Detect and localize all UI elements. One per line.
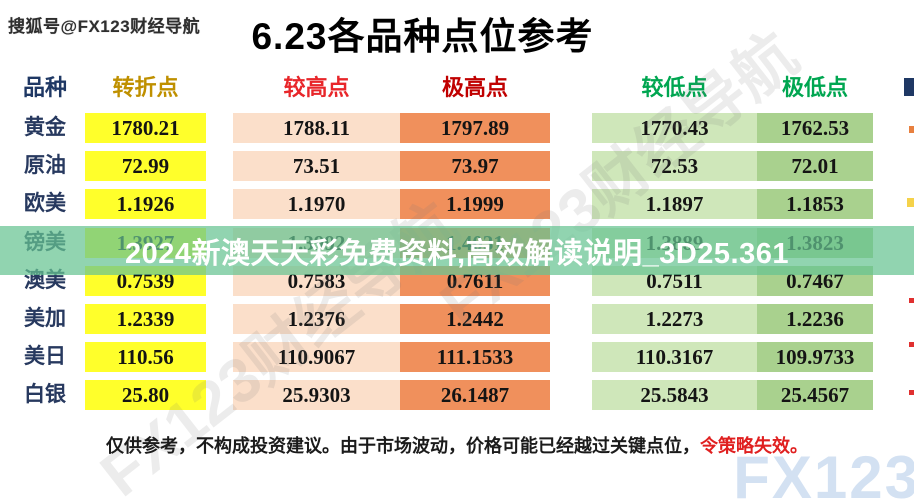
cell-extreme-low: 1762.53 <box>757 113 873 143</box>
row-label: 白银 <box>24 383 66 406</box>
table-row: 美日 110.56 110.9067 111.1533 110.3167 109… <box>0 342 914 372</box>
table-row: 美加 1.2339 1.2376 1.2442 1.2273 1.2236 <box>0 304 914 334</box>
page-title: 6.23各品种点位参考 <box>251 16 594 57</box>
cell-turning-point: 110.56 <box>85 342 206 372</box>
disclaimer-warning: 令策略失效。 <box>700 436 808 456</box>
corner-watermark: FX123 <box>733 444 914 502</box>
header-extreme-high: 极高点 <box>441 75 508 100</box>
cell-extreme-high: 1.2442 <box>400 304 550 334</box>
cell-turning-point: 1780.21 <box>85 113 206 143</box>
cell-extreme-low: 25.4567 <box>757 380 873 410</box>
cutoff-fragment <box>907 198 914 207</box>
row-label: 原油 <box>24 154 66 177</box>
header-extreme-low: 极低点 <box>781 75 848 100</box>
table-row: 欧美 1.1926 1.1970 1.1999 1.1897 1.1853 <box>0 189 914 219</box>
cell-turning-point: 25.80 <box>85 380 206 410</box>
cell-extreme-high: 73.97 <box>400 151 550 181</box>
cutoff-fragment <box>909 126 914 133</box>
publisher-watermark: 搜狐号@FX123财经导航 <box>8 17 201 36</box>
cell-higher-point: 73.51 <box>233 151 400 181</box>
row-label: 黄金 <box>24 116 66 139</box>
header-higher-point: 较高点 <box>283 75 350 100</box>
header-lower-point: 较低点 <box>641 75 708 100</box>
cell-higher-point: 25.9303 <box>233 380 400 410</box>
cell-extreme-high: 1797.89 <box>400 113 550 143</box>
table-row: 黄金 1780.21 1788.11 1797.89 1770.43 1762.… <box>0 113 914 143</box>
cutoff-fragment <box>909 390 914 395</box>
table-row: 原油 72.99 73.51 73.97 72.53 72.01 <box>0 151 914 181</box>
cell-lower-point: 1.1897 <box>592 189 757 219</box>
cell-higher-point: 110.9067 <box>233 342 400 372</box>
header-variety: 品种 <box>22 75 67 100</box>
row-label: 美日 <box>24 345 66 368</box>
cell-extreme-low: 72.01 <box>757 151 873 181</box>
cell-extreme-low: 1.1853 <box>757 189 873 219</box>
ad-banner-overlay[interactable]: 2024新澳天天彩免费资料,高效解读说明_3D25.361 <box>0 226 914 275</box>
cutoff-fragment <box>909 298 914 303</box>
cell-extreme-low: 1.2236 <box>757 304 873 334</box>
cell-extreme-high: 111.1533 <box>400 342 550 372</box>
cell-higher-point: 1788.11 <box>233 113 400 143</box>
cell-higher-point: 1.1970 <box>233 189 400 219</box>
cell-higher-point: 1.2376 <box>233 304 400 334</box>
cutoff-fragment <box>909 342 914 347</box>
cell-lower-point: 72.53 <box>592 151 757 181</box>
cell-lower-point: 1770.43 <box>592 113 757 143</box>
cell-turning-point: 72.99 <box>85 151 206 181</box>
row-label: 欧美 <box>24 192 66 215</box>
ad-banner-text: 2024新澳天天彩免费资料,高效解读说明_3D25.361 <box>125 237 789 270</box>
cell-turning-point: 1.2339 <box>85 304 206 334</box>
table-row: 白银 25.80 25.9303 26.1487 25.5843 25.4567 <box>0 380 914 410</box>
cell-lower-point: 25.5843 <box>592 380 757 410</box>
disclaimer-main: 仅供参考，不构成投资建议。由于市场波动，价格可能已经越过关键点位， <box>106 436 700 456</box>
cell-extreme-high: 1.1999 <box>400 189 550 219</box>
disclaimer: 仅供参考，不构成投资建议。由于市场波动，价格可能已经越过关键点位，令策略失效。 <box>0 432 914 458</box>
header-turning-point: 转折点 <box>112 75 179 100</box>
cell-lower-point: 110.3167 <box>592 342 757 372</box>
cutoff-fragment <box>904 78 914 96</box>
cell-extreme-high: 26.1487 <box>400 380 550 410</box>
cell-lower-point: 1.2273 <box>592 304 757 334</box>
row-label: 美加 <box>24 307 66 330</box>
cell-extreme-low: 109.9733 <box>757 342 873 372</box>
cell-turning-point: 1.1926 <box>85 189 206 219</box>
